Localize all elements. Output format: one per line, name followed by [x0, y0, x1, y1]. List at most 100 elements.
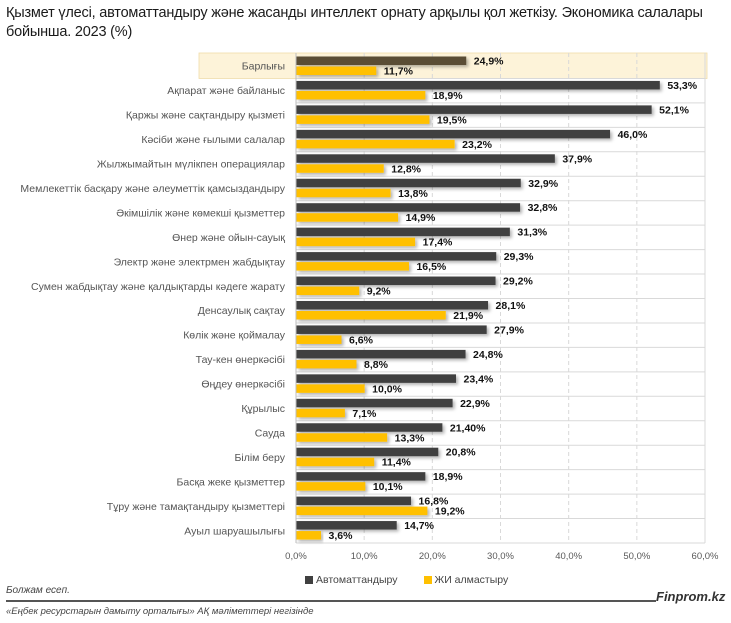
- value-label-ai: 10,0%: [372, 383, 402, 395]
- bar-automation: [296, 398, 453, 408]
- value-label-ai: 9,2%: [367, 286, 392, 298]
- category-label: Кәсіби және ғылыми салалар: [141, 134, 285, 146]
- bar-automation: [296, 447, 439, 457]
- bar-automation: [296, 423, 443, 432]
- value-label-automation: 20,8%: [446, 447, 476, 459]
- value-label-automation: 14,7%: [404, 520, 434, 532]
- value-label-ai: 13,8%: [398, 188, 428, 200]
- bar-ai-replacement: [296, 384, 365, 393]
- bar-ai-replacement: [296, 262, 409, 271]
- bar-ai-replacement: [296, 482, 366, 491]
- value-label-automation: 24,8%: [473, 349, 503, 361]
- value-label-automation: 18,9%: [433, 471, 463, 483]
- category-label: Білім беру: [234, 452, 285, 464]
- category-label: Қаржы және сақтандыру қызметі: [126, 110, 285, 122]
- x-tick-label: 0,0%: [285, 551, 307, 562]
- bar-automation: [296, 178, 521, 188]
- legend: Автоматтандыру ЖИ алмастыру: [305, 574, 508, 586]
- category-label: Өнер және ойын-сауық: [172, 232, 285, 244]
- category-label: Денсаулық сақтау: [198, 305, 286, 317]
- bar-ai-replacement: [296, 90, 426, 100]
- value-label-automation: 29,3%: [504, 251, 534, 263]
- legend-swatch-automation: [305, 576, 313, 584]
- value-label-automation: 32,8%: [528, 202, 558, 214]
- value-label-ai: 6,6%: [349, 334, 374, 346]
- category-label: Тұру және тамақтандыру қызметтері: [107, 501, 285, 513]
- x-tick-label: 60,0%: [692, 551, 719, 562]
- legend-item-automation: Автоматтандыру: [305, 574, 398, 586]
- value-label-ai: 19,5%: [437, 114, 467, 126]
- value-label-automation: 29,2%: [503, 276, 533, 288]
- bar-ai-replacement: [296, 164, 384, 173]
- bar-automation: [296, 301, 489, 310]
- category-label: Жылжымайтын мүлікпен операциялар: [97, 159, 285, 171]
- category-label: Мемлекеттік басқару және әлеуметтік қамс…: [20, 183, 285, 195]
- bar-chart: 0,0% 10,0% 20,0% 30,0% 40,0% 50,0% 60,0% Барлығ…: [20, 52, 719, 562]
- value-label-automation: 32,9%: [528, 178, 558, 190]
- value-label-automation: 52,1%: [659, 104, 689, 116]
- bar-ai-replacement: [296, 115, 430, 124]
- bar-automation: [296, 154, 555, 163]
- x-tick-label: 10,0%: [351, 551, 378, 562]
- bar-ai-replacement: [296, 237, 416, 247]
- value-label-automation: 16,8%: [419, 496, 449, 508]
- category-label: Тау-кен өнеркәсібі: [196, 354, 285, 366]
- footer-divider: [6, 600, 656, 602]
- source-note: «Еңбек ресурстарын дамыту орталығы» АҚ м…: [6, 606, 314, 617]
- category-label: Көлік және қоймалау: [183, 330, 286, 342]
- chart-title: Қызмет үлесі, автоматтандыру және жасанд…: [6, 5, 703, 40]
- bar-ai-replacement: [296, 531, 322, 540]
- bar-ai-replacement: [296, 457, 375, 467]
- value-label-automation: 23,4%: [464, 373, 494, 385]
- bar-ai-replacement: [296, 433, 388, 442]
- bar-automation: [296, 227, 510, 237]
- value-label-automation: 28,1%: [496, 300, 526, 312]
- category-label: Сауда: [255, 427, 285, 439]
- category-label: Өңдеу өнеркәсібі: [201, 379, 285, 391]
- bar-automation: [296, 203, 521, 212]
- value-label-ai: 8,8%: [364, 359, 389, 371]
- bar-ai-replacement: [296, 188, 391, 198]
- bar-ai-replacement: [296, 335, 342, 344]
- category-label: Электр және электрмен жабдықтау: [114, 256, 286, 268]
- bar-ai-replacement: [296, 66, 377, 75]
- value-label-automation: 27,9%: [494, 324, 524, 336]
- bar-ai-replacement: [296, 359, 357, 369]
- legend-swatch-ai: [423, 576, 432, 584]
- category-label: Құрылыс: [241, 403, 285, 415]
- bar-ai-replacement: [296, 408, 345, 418]
- legend-label-automation: Автоматтандыру: [316, 574, 398, 586]
- value-label-automation: 21,40%: [450, 422, 486, 434]
- bar-automation: [296, 472, 426, 481]
- bar-automation: [296, 374, 457, 383]
- bar-ai-replacement: [296, 286, 360, 296]
- value-label-ai: 13,3%: [395, 432, 425, 444]
- footnote: Болжам есеп.: [6, 585, 70, 596]
- value-label-ai: 10,1%: [373, 481, 403, 493]
- bar-ai-replacement: [296, 311, 446, 320]
- value-label-ai: 11,4%: [382, 457, 412, 469]
- bar-automation: [296, 521, 397, 530]
- legend-label-ai: ЖИ алмастыру: [434, 574, 509, 586]
- value-label-automation: 24,9%: [474, 56, 504, 68]
- bar-automation: [296, 252, 497, 261]
- value-label-ai: 12,8%: [391, 163, 421, 175]
- x-tick-label: 30,0%: [487, 551, 514, 562]
- bar-ai-replacement: [296, 139, 455, 149]
- value-label-ai: 14,9%: [406, 212, 436, 224]
- brand-logo: Finprom.kz: [656, 589, 726, 604]
- value-label-ai: 17,4%: [423, 237, 453, 249]
- bar-automation: [296, 56, 467, 65]
- category-label: Ауыл шаруашылығы: [184, 525, 285, 537]
- value-label-ai: 19,2%: [435, 506, 465, 518]
- x-tick-label: 40,0%: [555, 551, 582, 562]
- bar-ai-replacement: [296, 213, 399, 222]
- legend-item-ai: ЖИ алмастыру: [423, 574, 509, 586]
- value-label-automation: 46,0%: [618, 129, 648, 141]
- value-label-automation: 37,9%: [562, 153, 592, 165]
- bar-automation: [296, 80, 660, 90]
- value-label-ai: 18,9%: [433, 90, 463, 102]
- bar-automation: [296, 496, 412, 506]
- value-label-ai: 21,9%: [453, 310, 483, 322]
- value-label-automation: 22,9%: [460, 398, 490, 410]
